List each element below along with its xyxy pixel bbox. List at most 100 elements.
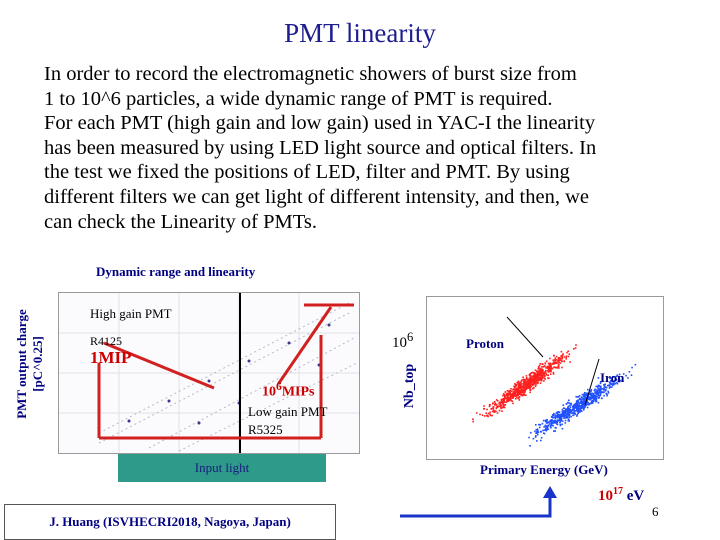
scatter-point	[552, 359, 554, 361]
scatter-point	[592, 394, 595, 397]
scatter-point	[547, 424, 550, 427]
scatter-point	[528, 374, 531, 376]
scatter-point	[520, 391, 522, 393]
scatter-point	[534, 378, 536, 381]
scatter-point	[609, 386, 611, 388]
scatter-point	[552, 371, 555, 374]
scatter-point	[568, 402, 570, 404]
scatter-point	[541, 371, 544, 373]
scatter-point	[525, 377, 528, 379]
scatter-point	[514, 383, 516, 385]
scatter-point	[591, 400, 594, 403]
slide-title: PMT linearity	[284, 18, 436, 48]
scatter-point	[567, 418, 570, 420]
scatter-point	[617, 380, 619, 383]
scatter-point	[556, 415, 559, 417]
scatter-point	[618, 377, 620, 379]
scatter-point	[529, 381, 531, 384]
scatter-point	[566, 351, 568, 354]
scatter-point	[546, 421, 548, 424]
scatter-point	[543, 374, 546, 377]
scatter-point	[549, 425, 552, 428]
scatter-point	[504, 395, 507, 397]
scatter-point	[523, 390, 526, 392]
scatter-point	[523, 385, 525, 387]
linearity-curves	[98, 302, 358, 452]
scatter-point	[612, 376, 614, 378]
scatter-point	[529, 374, 531, 376]
scatter-point	[503, 397, 506, 399]
scatter-point	[530, 380, 532, 382]
scatter-point	[577, 401, 580, 403]
scatter-point	[559, 424, 562, 426]
scatter-point	[572, 414, 575, 417]
scatter-point	[556, 360, 559, 363]
scatter-point	[526, 380, 528, 383]
scatter-point	[581, 402, 584, 405]
scatter-point	[509, 396, 511, 398]
scatter-point	[527, 380, 530, 383]
scatter-point	[500, 406, 502, 408]
scatter-point	[568, 413, 571, 416]
scatter-point	[576, 396, 579, 398]
scatter-point	[605, 389, 607, 391]
scatter-point	[498, 402, 500, 405]
scatter-point	[499, 401, 501, 403]
scatter-point	[597, 377, 600, 379]
scatter-point	[488, 405, 491, 408]
scatter-point	[578, 402, 581, 404]
scatter-point	[634, 363, 637, 366]
scatter-point	[553, 355, 555, 357]
scatter-point	[560, 354, 563, 357]
energy-exponent: 17	[613, 486, 623, 497]
scatter-point	[550, 419, 553, 421]
scatter-point	[509, 391, 511, 394]
scatter-point	[535, 376, 537, 379]
page-number: 6	[652, 504, 659, 519]
scatter-point	[483, 405, 485, 407]
scatter-point	[495, 399, 498, 401]
scatter-point	[500, 407, 502, 410]
scatter-point	[589, 396, 592, 398]
scatter-point	[561, 408, 564, 411]
scatter-point	[549, 357, 551, 360]
scatter-point	[522, 391, 525, 394]
scatter-point	[512, 391, 515, 393]
scatter-point	[512, 397, 514, 399]
scatter-point	[540, 374, 542, 377]
scatter-point	[530, 377, 533, 379]
scatter-point	[588, 402, 590, 405]
scatter-point	[503, 395, 506, 398]
scatter-point	[508, 399, 511, 401]
scatter-point	[517, 389, 519, 391]
scatter-point	[631, 366, 633, 369]
scatter-point	[561, 354, 564, 356]
scatter-point	[535, 432, 537, 434]
scatter-point	[568, 399, 570, 402]
scatter-point	[510, 399, 512, 402]
scatter-point	[573, 412, 576, 415]
scatter-point	[532, 386, 535, 389]
scatter-point	[517, 397, 519, 400]
scatter-point	[556, 412, 559, 415]
scatter-point	[513, 394, 515, 396]
scatter-point	[553, 430, 555, 432]
scatter-point	[559, 359, 561, 362]
scatter-point	[539, 382, 542, 384]
scatter-point	[594, 388, 596, 391]
linearity-plot-graphic	[59, 293, 359, 453]
scatter-point	[537, 374, 539, 377]
scatter-point	[543, 432, 546, 435]
scatter-point	[565, 414, 568, 417]
scatter-point	[589, 390, 592, 392]
scatter-point	[547, 374, 549, 377]
scatter-point	[591, 399, 594, 402]
scatter-point	[568, 420, 570, 422]
scatter-point	[498, 405, 501, 408]
scatter-point	[549, 419, 551, 422]
intro-line: 1 to 10^6 particles, a wide dynamic rang…	[44, 87, 553, 110]
scatter-point	[590, 402, 592, 405]
scatter-point	[558, 361, 560, 364]
scatter-point	[563, 356, 566, 358]
scatter-point	[483, 415, 486, 417]
